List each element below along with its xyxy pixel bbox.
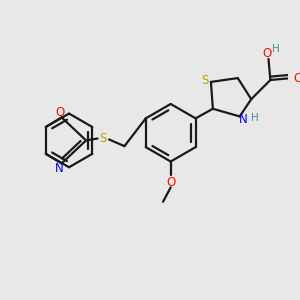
Text: H: H xyxy=(251,113,259,123)
Text: O: O xyxy=(166,176,175,189)
Text: N: N xyxy=(55,162,64,175)
Text: O: O xyxy=(55,106,64,119)
Text: O: O xyxy=(294,72,300,85)
Text: O: O xyxy=(262,47,271,60)
Text: S: S xyxy=(202,74,209,86)
Text: H: H xyxy=(272,44,280,54)
Text: S: S xyxy=(100,132,107,145)
Text: N: N xyxy=(239,113,248,126)
